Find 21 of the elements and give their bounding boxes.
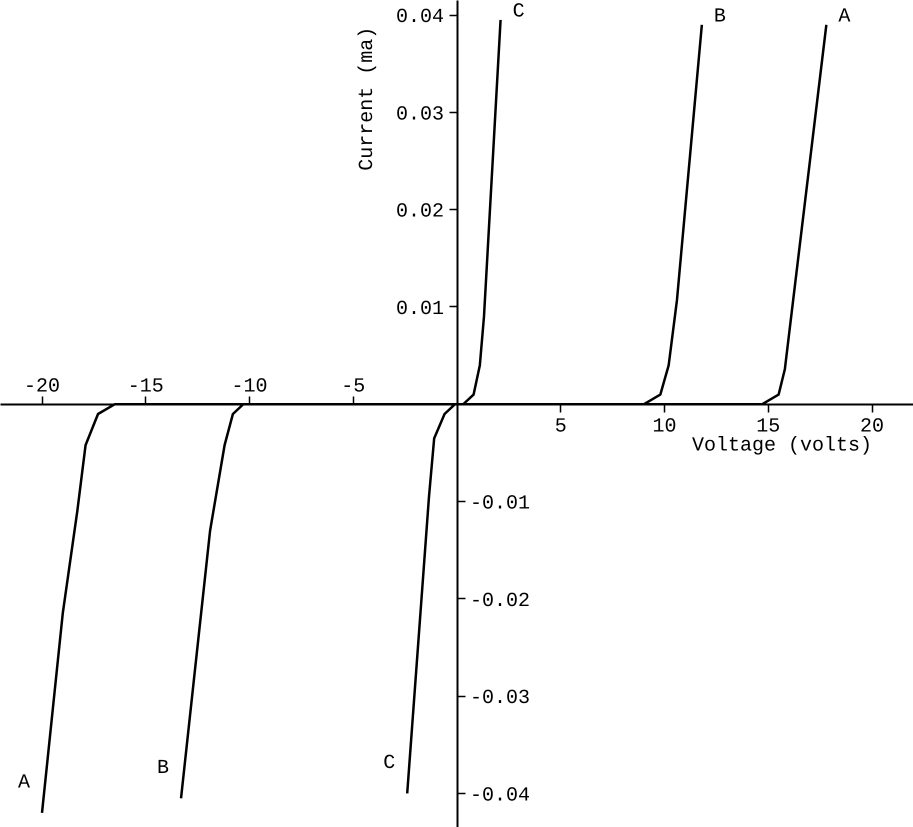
y2-tick-label: -0.04: [470, 784, 530, 808]
y2-tick-label: -0.01: [470, 492, 530, 516]
x-tick-label: 10: [652, 415, 677, 438]
x2-tick-label: -10: [231, 375, 268, 398]
y-tick-label: 0.01: [396, 298, 444, 321]
x2-tick-label: -15: [128, 375, 164, 398]
text: A: [18, 771, 30, 794]
y2-tick-label: -0.03: [470, 687, 530, 710]
y-tick-label: 0.02: [396, 200, 444, 224]
x2-tick-label: -5: [341, 375, 366, 398]
y-tick-label: 0.04: [396, 6, 444, 30]
x-tick-label: 5: [554, 415, 567, 438]
x2-tick-label: -20: [24, 375, 60, 398]
y-tick-label: 0.03: [396, 103, 444, 126]
series-label: C: [512, 0, 525, 24]
series-label: A: [838, 5, 850, 28]
y2-tick-label: -0.02: [470, 590, 530, 613]
y-axis-title: Current (ma): [356, 26, 379, 171]
text: C: [383, 752, 396, 775]
series-label: B: [714, 5, 726, 28]
text: B: [157, 756, 170, 780]
